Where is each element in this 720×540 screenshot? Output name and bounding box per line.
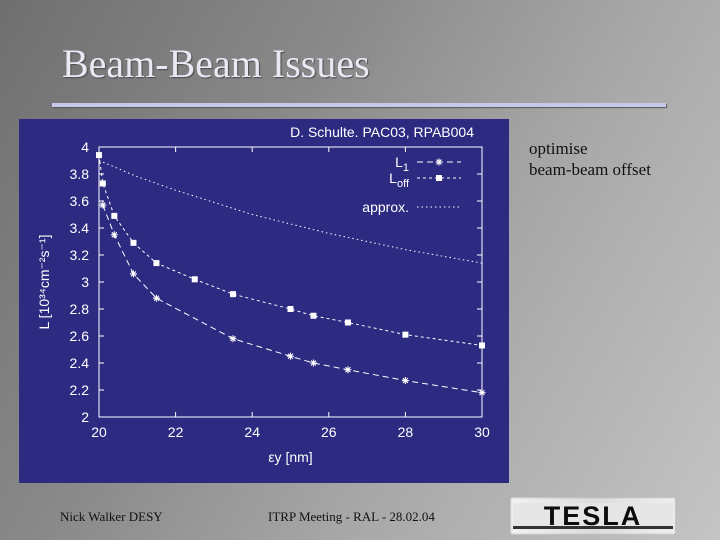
y-tick-label: 3.8 <box>70 166 90 182</box>
y-tick-label: 3.6 <box>70 193 90 209</box>
side-note-line-2: beam-beam offset <box>529 160 651 179</box>
x-axis-label: εy [nm] <box>268 449 312 465</box>
legend-label-l1: L1 <box>395 154 409 174</box>
series-line-l1 <box>102 204 483 394</box>
y-tick-label: 4 <box>81 139 89 155</box>
data-point-loff <box>310 312 317 319</box>
data-point-loff <box>287 306 294 312</box>
y-tick-label: 2.2 <box>70 382 90 398</box>
legend-label-approx: approx. <box>362 199 409 215</box>
x-tick-label: 22 <box>168 424 184 440</box>
footer-author: Nick Walker DESY <box>60 509 163 524</box>
y-axis-label: L [10³⁴cm⁻²s⁻¹] <box>36 235 52 330</box>
data-point-l1 <box>401 377 409 385</box>
data-point-l1 <box>287 352 294 360</box>
chart-background <box>19 119 509 483</box>
x-tick-label: 20 <box>91 424 107 440</box>
legend-marker-loff <box>436 175 442 181</box>
data-point-l1 <box>99 201 107 209</box>
data-point-l1 <box>229 335 237 343</box>
legend-label-loff: Loff <box>389 170 410 190</box>
side-note: optimise beam-beam offset <box>529 138 709 180</box>
data-point-l1 <box>152 294 160 302</box>
x-tick-label: 28 <box>398 424 414 440</box>
data-point-loff <box>191 276 198 283</box>
luminosity-chart: 2 2.2 2.4 2.6 2.8 3 3.2 3.4 3.6 3.8 4 20 22 24 26 28 30 ε… <box>19 119 509 483</box>
chart-svg: 2 2.2 2.4 2.6 2.8 3 3.2 3.4 3.6 3.8 4 20 22 24 26 28 30 ε… <box>19 119 509 483</box>
data-point-loff <box>479 342 485 349</box>
series-line-approx <box>98 160 483 264</box>
y-tick-label: 2.8 <box>70 301 90 317</box>
data-point-l1 <box>110 231 118 239</box>
chart-title: D. Schulte. PAC03, RPAB004 <box>290 124 474 140</box>
data-point-loff <box>230 291 237 298</box>
data-point-l1 <box>309 359 317 367</box>
data-point-loff <box>153 260 160 267</box>
data-point-loff <box>402 331 409 338</box>
y-tick-label: 2.6 <box>70 328 90 344</box>
data-point-l1 <box>344 366 352 374</box>
data-point-l1 <box>478 389 486 397</box>
legend-marker-l1 <box>435 158 443 166</box>
data-point-l1 <box>129 270 137 278</box>
y-tick-label: 2.4 <box>70 355 90 371</box>
x-tick-label: 24 <box>244 424 260 440</box>
data-point-loff <box>99 180 106 187</box>
data-point-loff <box>96 152 102 159</box>
slide-title: Beam-Beam Issues <box>62 41 370 86</box>
data-point-loff <box>111 212 118 219</box>
footer-meeting: ITRP Meeting - RAL - 28.02.04 <box>268 509 435 524</box>
series-line-loff <box>98 155 483 346</box>
side-note-line-1: optimise <box>529 139 588 158</box>
y-tick-label: 2 <box>81 409 89 425</box>
y-tick-label: 3 <box>81 274 89 290</box>
y-tick-label: 3.2 <box>70 247 90 263</box>
data-point-loff <box>344 319 351 326</box>
x-tick-label: 30 <box>474 424 490 440</box>
y-tick-label: 3.4 <box>70 220 90 236</box>
tesla-logo-lettering: TESLA <box>544 501 643 531</box>
tesla-logo: TESLA <box>510 497 676 535</box>
title-underline <box>52 103 666 107</box>
data-point-loff <box>130 239 137 246</box>
tesla-logo-graphic: TESLA <box>513 501 673 531</box>
x-tick-label: 26 <box>321 424 337 440</box>
